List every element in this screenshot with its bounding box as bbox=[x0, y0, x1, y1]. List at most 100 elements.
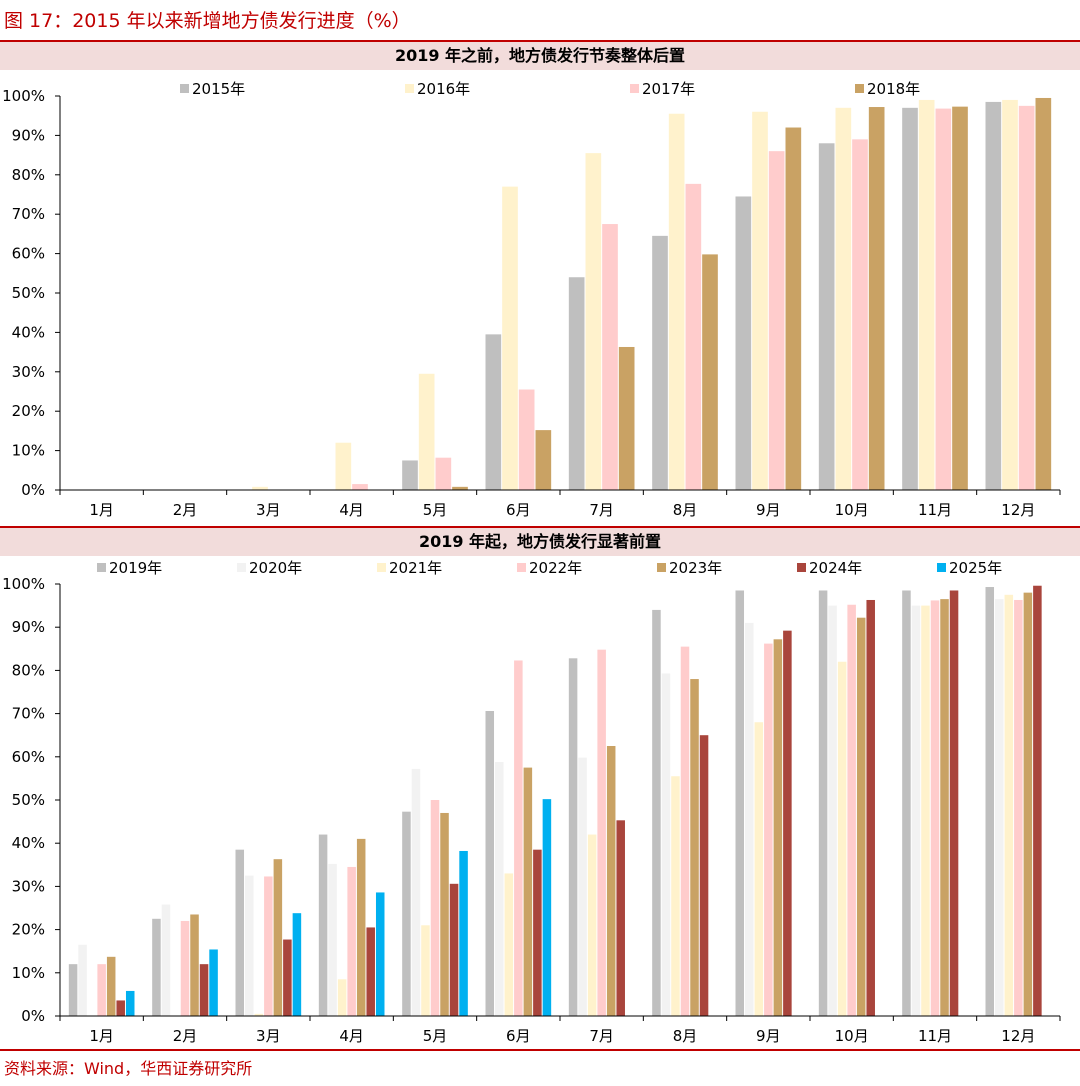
y-tick-label: 80% bbox=[12, 166, 45, 184]
bar bbox=[652, 235, 668, 490]
bar bbox=[292, 913, 302, 1016]
legend-swatch bbox=[855, 84, 864, 93]
footer-rule bbox=[0, 1049, 1080, 1051]
bar bbox=[606, 746, 616, 1016]
bar bbox=[745, 622, 754, 1016]
bar bbox=[1023, 592, 1033, 1016]
bar bbox=[328, 863, 337, 1016]
bar bbox=[161, 904, 171, 1016]
bar bbox=[699, 735, 709, 1016]
y-tick-label: 20% bbox=[12, 402, 45, 420]
bar bbox=[1035, 97, 1052, 490]
bar bbox=[866, 599, 875, 1016]
y-tick-label: 70% bbox=[12, 205, 45, 223]
bar bbox=[254, 1013, 264, 1016]
y-tick-label: 20% bbox=[12, 921, 45, 939]
bar bbox=[616, 820, 625, 1016]
chart-panel-2: 2019年 2020年 2021年 2022年 2023年 2024年 2025年 0% 10%… bbox=[2, 559, 1061, 1045]
legend-label: 2022年 bbox=[529, 559, 582, 577]
x-tick-label: 3月 bbox=[256, 501, 281, 519]
bar bbox=[235, 849, 245, 1016]
bar bbox=[818, 590, 828, 1016]
bar bbox=[568, 658, 578, 1016]
bar bbox=[125, 990, 135, 1016]
bar bbox=[828, 605, 837, 1016]
y-tick-label: 80% bbox=[12, 661, 45, 679]
bar bbox=[418, 373, 435, 490]
bar bbox=[273, 859, 283, 1016]
bar bbox=[940, 599, 949, 1016]
y-tick-label: 60% bbox=[12, 748, 45, 766]
y-tick-label: 10% bbox=[12, 442, 45, 460]
legend-swatch bbox=[630, 84, 639, 93]
bar bbox=[668, 113, 685, 491]
x-tick-label: 9月 bbox=[756, 501, 781, 519]
bar bbox=[78, 944, 87, 1016]
y-tick-label: 30% bbox=[12, 363, 45, 381]
bar bbox=[568, 277, 585, 490]
bar bbox=[152, 918, 161, 1016]
legend-swatch bbox=[405, 84, 414, 93]
legend-swatch bbox=[517, 563, 526, 572]
bar bbox=[868, 107, 885, 491]
bar bbox=[375, 892, 385, 1016]
y-tick-label: 50% bbox=[12, 284, 45, 302]
bar bbox=[106, 956, 116, 1016]
bar bbox=[785, 127, 802, 490]
bar bbox=[116, 1000, 125, 1016]
bar bbox=[930, 600, 940, 1016]
legend-swatch bbox=[937, 563, 946, 572]
bar bbox=[735, 590, 745, 1016]
legend-label: 2023年 bbox=[669, 559, 722, 577]
bar bbox=[523, 767, 533, 1016]
bar bbox=[1014, 599, 1023, 1016]
bar bbox=[518, 389, 535, 490]
x-tick-label: 8月 bbox=[673, 501, 698, 519]
y-tick-label: 30% bbox=[12, 877, 45, 895]
y-tick-label: 60% bbox=[12, 245, 45, 263]
bar bbox=[783, 630, 792, 1016]
x-tick-label: 6月 bbox=[506, 501, 531, 519]
bar bbox=[671, 776, 680, 1016]
x-tick-label: 12月 bbox=[1001, 501, 1035, 519]
bar bbox=[921, 605, 930, 1016]
bar bbox=[252, 486, 268, 490]
y-tick-label: 10% bbox=[12, 964, 45, 982]
bar bbox=[754, 722, 764, 1016]
y-tick-label: 40% bbox=[12, 834, 45, 852]
bar bbox=[449, 883, 459, 1016]
legend-swatch bbox=[657, 563, 666, 572]
bar bbox=[452, 486, 468, 490]
bar bbox=[835, 107, 852, 490]
bar bbox=[352, 484, 368, 490]
bar bbox=[952, 106, 968, 490]
bar bbox=[690, 679, 699, 1016]
bar bbox=[485, 711, 495, 1016]
bar bbox=[602, 224, 618, 491]
source-note: 资料来源：Wind，华西证券研究所 bbox=[4, 1059, 253, 1078]
bar bbox=[402, 811, 411, 1016]
bar bbox=[768, 151, 785, 490]
bar bbox=[618, 346, 635, 490]
bar bbox=[597, 649, 606, 1016]
bar bbox=[702, 254, 718, 490]
bar bbox=[911, 605, 921, 1016]
bar bbox=[985, 587, 995, 1016]
bar bbox=[411, 768, 421, 1016]
bar bbox=[1018, 105, 1035, 490]
bar bbox=[837, 661, 847, 1016]
title-rule bbox=[0, 40, 1080, 42]
bar bbox=[402, 460, 418, 490]
x-tick-label: 5月 bbox=[423, 501, 448, 519]
x-tick-label: 1月 bbox=[89, 501, 114, 519]
bar bbox=[180, 920, 190, 1016]
bar bbox=[347, 866, 356, 1016]
legend-label: 2018年 bbox=[867, 80, 920, 98]
bar bbox=[335, 442, 352, 490]
legend-label: 2019年 bbox=[109, 559, 162, 577]
legend-swatch bbox=[180, 84, 189, 93]
bar bbox=[1004, 594, 1014, 1016]
y-tick-label: 100% bbox=[2, 87, 45, 105]
bar bbox=[752, 111, 768, 490]
x-tick-label: 11月 bbox=[918, 1027, 952, 1045]
